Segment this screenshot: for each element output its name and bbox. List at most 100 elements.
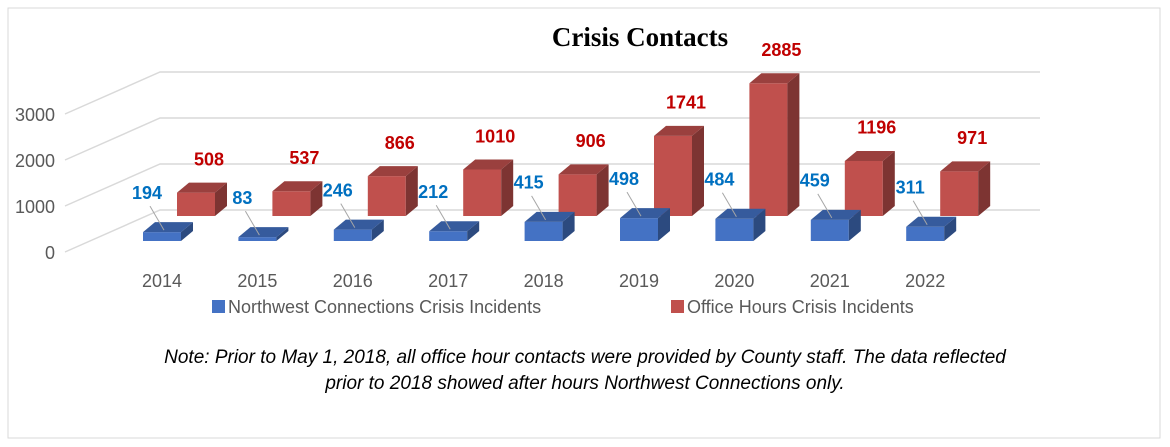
bar-top bbox=[463, 159, 514, 170]
data-label: 1741 bbox=[666, 93, 706, 113]
y-tick-label: 1000 bbox=[15, 197, 55, 217]
bar-side bbox=[848, 209, 861, 241]
bar bbox=[367, 166, 418, 216]
bar-front bbox=[558, 174, 597, 216]
data-label: 83 bbox=[232, 188, 252, 208]
bar-side bbox=[501, 159, 514, 216]
bar bbox=[810, 209, 861, 241]
bar-front bbox=[429, 231, 468, 241]
bar bbox=[749, 73, 800, 216]
data-label: 537 bbox=[289, 148, 319, 168]
bar-front bbox=[143, 232, 181, 241]
note: Note: Prior to May 1, 2018, all office h… bbox=[164, 347, 1007, 368]
bar bbox=[333, 219, 384, 241]
bar-top bbox=[177, 182, 227, 193]
data-label: 459 bbox=[800, 171, 830, 191]
bar-top bbox=[524, 211, 575, 222]
bar-front bbox=[906, 226, 945, 241]
bar bbox=[940, 161, 991, 216]
data-label: 212 bbox=[418, 182, 448, 202]
bar-side bbox=[692, 125, 704, 216]
data-label: 484 bbox=[704, 169, 734, 189]
bar-front bbox=[620, 218, 658, 241]
data-label: 866 bbox=[385, 133, 415, 153]
bar bbox=[558, 164, 609, 216]
bar-front bbox=[333, 229, 372, 241]
legend-label: Northwest Connections Crisis Incidents bbox=[228, 297, 541, 317]
bar-front bbox=[177, 192, 215, 216]
bar-front bbox=[463, 169, 502, 216]
bar-top bbox=[844, 150, 895, 161]
data-label: 1196 bbox=[857, 118, 896, 138]
x-tick-label: 2016 bbox=[333, 271, 373, 291]
bar-top bbox=[810, 209, 861, 220]
data-label: 498 bbox=[609, 169, 639, 189]
y-tick-label: 2000 bbox=[15, 151, 55, 171]
leader-line bbox=[435, 204, 451, 230]
x-tick-label: 2021 bbox=[810, 271, 850, 291]
data-label: 508 bbox=[194, 149, 224, 169]
grid-line bbox=[64, 117, 1040, 161]
bar-front bbox=[749, 83, 788, 216]
bar-top bbox=[333, 219, 384, 230]
leader-line bbox=[531, 195, 547, 221]
bar-side bbox=[371, 219, 384, 241]
bar bbox=[654, 125, 704, 216]
bar-top bbox=[906, 216, 957, 227]
bar bbox=[620, 208, 670, 241]
bar-top bbox=[558, 164, 609, 175]
bar-top bbox=[620, 208, 670, 219]
bar-front bbox=[654, 135, 692, 216]
x-tick-label: 2017 bbox=[428, 271, 468, 291]
bar bbox=[463, 159, 514, 216]
bar bbox=[844, 150, 895, 216]
bar-side bbox=[596, 164, 609, 216]
legend-swatch bbox=[212, 300, 225, 313]
leader-line bbox=[149, 205, 165, 231]
x-tick-label: 2022 bbox=[905, 271, 945, 291]
bar-top bbox=[367, 166, 418, 177]
bar-side bbox=[405, 166, 418, 216]
y-tick-label: 0 bbox=[45, 243, 55, 263]
leader-line bbox=[244, 210, 260, 236]
data-label: 971 bbox=[957, 128, 987, 148]
bar-top bbox=[940, 161, 991, 172]
x-tick-label: 2018 bbox=[524, 271, 564, 291]
data-label: 2885 bbox=[761, 40, 801, 60]
bar-side bbox=[467, 221, 480, 241]
leader-line bbox=[340, 203, 356, 228]
bar bbox=[143, 222, 193, 241]
bar-side bbox=[562, 211, 575, 241]
data-label: 194 bbox=[132, 183, 162, 203]
bar-side bbox=[276, 227, 289, 241]
data-label: 311 bbox=[896, 177, 925, 197]
data-label: 246 bbox=[323, 180, 353, 200]
bar bbox=[272, 181, 323, 216]
bar-side bbox=[215, 182, 227, 216]
leader-line bbox=[817, 193, 833, 219]
chart-border bbox=[7, 7, 1161, 439]
bar-front bbox=[367, 176, 406, 216]
bar-front bbox=[940, 171, 979, 216]
bar-top bbox=[654, 125, 704, 136]
bar-side bbox=[882, 150, 895, 216]
grid-line bbox=[64, 163, 1040, 207]
bar-front bbox=[272, 191, 311, 216]
legend-swatch bbox=[671, 300, 684, 313]
bar-side bbox=[753, 208, 766, 241]
bar-side bbox=[310, 181, 323, 216]
bar-top bbox=[715, 208, 766, 219]
bar bbox=[429, 221, 480, 241]
data-label: 906 bbox=[576, 131, 606, 151]
x-tick-label: 2014 bbox=[142, 271, 182, 291]
y-tick-label: 3000 bbox=[15, 105, 55, 125]
bar-side bbox=[787, 73, 800, 216]
bar-front bbox=[238, 237, 277, 241]
data-label: 1010 bbox=[475, 126, 515, 146]
leader-line bbox=[721, 192, 737, 217]
bar-top bbox=[238, 227, 289, 238]
data-label: 415 bbox=[514, 173, 544, 193]
bar-top bbox=[272, 181, 323, 192]
bar-front bbox=[810, 219, 849, 241]
